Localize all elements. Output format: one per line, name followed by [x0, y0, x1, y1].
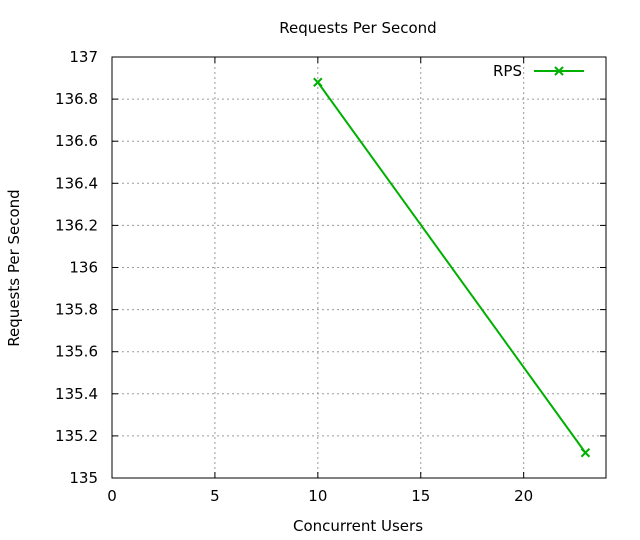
chart-title: Requests Per Second — [279, 19, 436, 37]
grid — [112, 57, 606, 478]
y-axis-label: Requests Per Second — [5, 189, 23, 346]
series-layer — [313, 77, 591, 458]
x-tick-label: 5 — [210, 487, 220, 505]
x-axis-label: Concurrent Users — [293, 517, 423, 535]
y-tick-label: 135.2 — [55, 427, 98, 445]
data-point — [580, 448, 591, 458]
y-tick-label: 137 — [69, 48, 98, 66]
legend: RPS — [493, 62, 584, 80]
y-tick-label: 135.8 — [55, 301, 98, 319]
y-tick-label: 136.4 — [55, 174, 98, 192]
y-tick-label: 136.6 — [55, 132, 98, 150]
y-tick-label: 135 — [69, 469, 98, 487]
x-tick-label: 10 — [308, 487, 327, 505]
x-tick-label: 15 — [411, 487, 430, 505]
y-tick-label: 136.2 — [55, 216, 98, 234]
y-tick-label: 136 — [69, 259, 98, 277]
y-tick-label: 135.6 — [55, 343, 98, 361]
y-tick-label: 135.4 — [55, 385, 98, 403]
data-point-stroke — [580, 448, 591, 458]
legend-label: RPS — [493, 62, 522, 80]
data-point — [313, 77, 323, 87]
series-line — [317, 81, 587, 454]
y-tick-label: 136.8 — [55, 90, 98, 108]
legend-marker — [554, 66, 564, 76]
x-ticks: 0 5 10 15 20 — [107, 57, 533, 505]
legend-marker-stroke — [554, 66, 564, 76]
y-ticks: 135 135.2 135.4 135.6 135.8 136 136.2 136.4 136.… — [55, 48, 606, 487]
data-point-stroke — [313, 77, 323, 87]
x-tick-label: 20 — [514, 487, 533, 505]
x-tick-label: 0 — [107, 487, 117, 505]
